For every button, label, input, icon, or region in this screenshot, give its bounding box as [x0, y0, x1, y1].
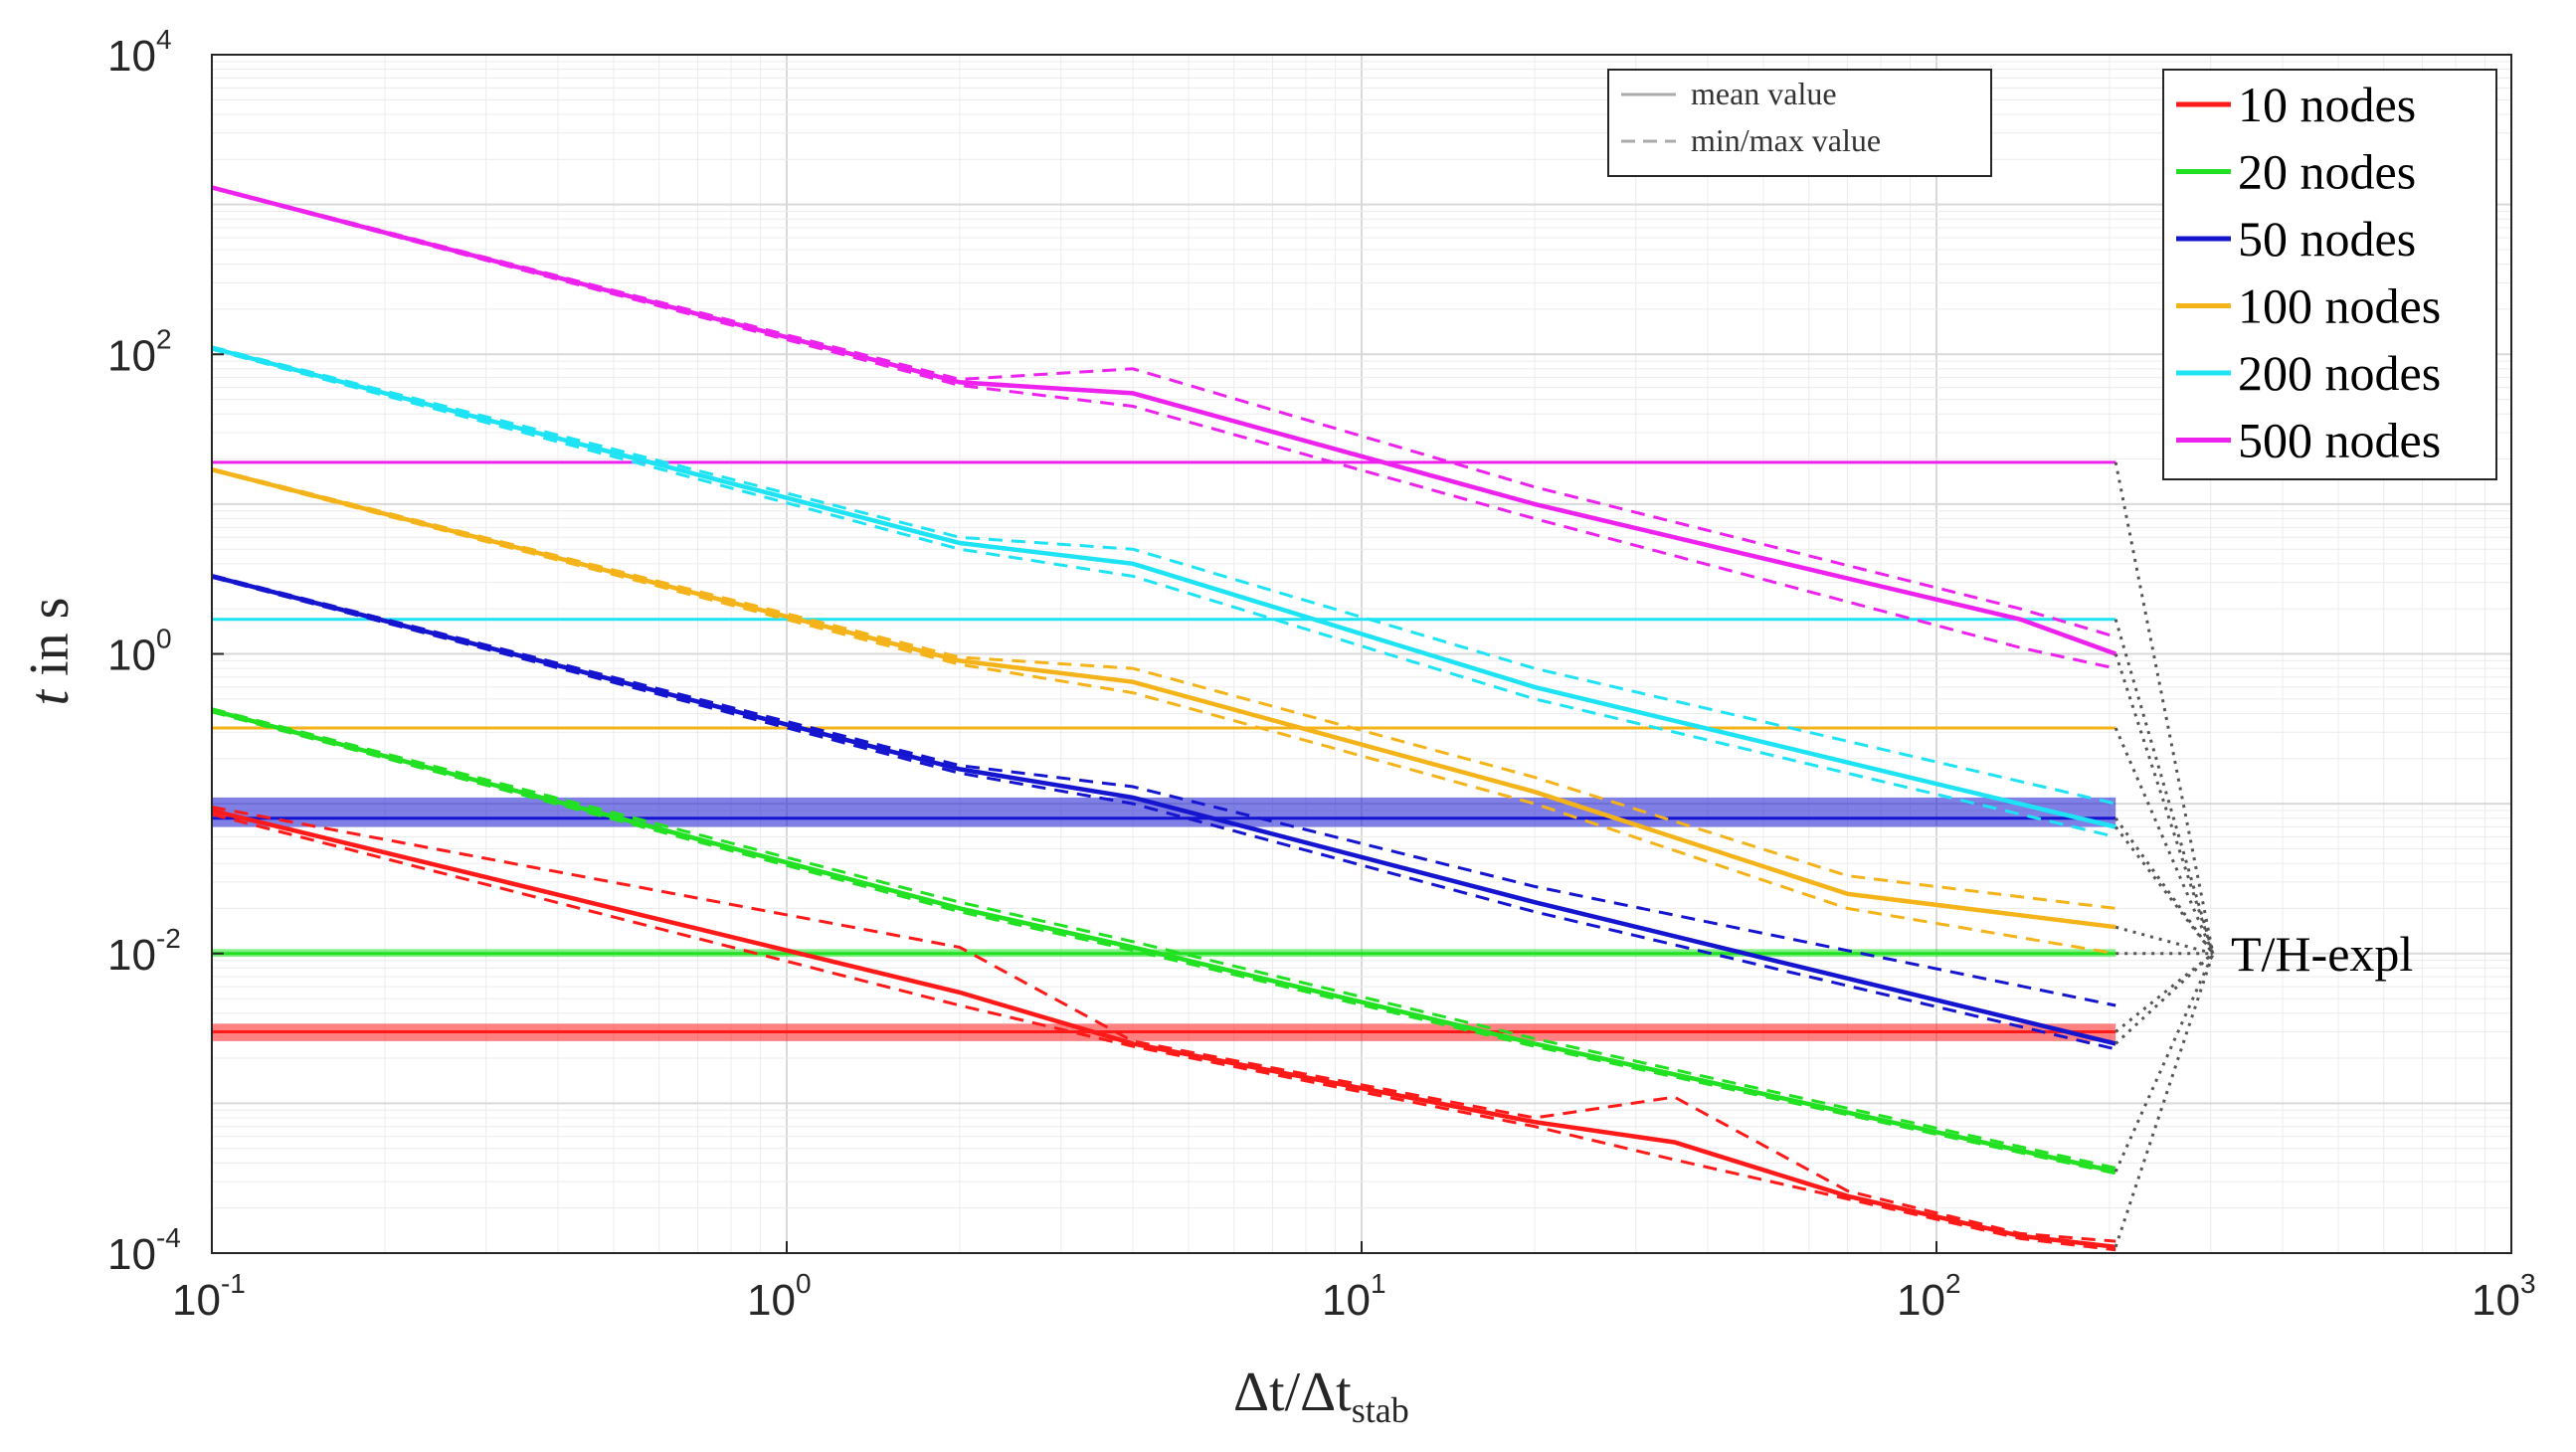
mean-line-10-nodes: [211, 808, 2116, 1250]
annotation-leader: [2114, 953, 2215, 1248]
min-line-10-nodes: [211, 813, 2116, 1252]
max-line-50-nodes: [211, 573, 2116, 1007]
x-tick-label: 101: [1322, 1268, 1386, 1325]
max-line-200-nodes: [211, 345, 2116, 806]
annotation-leader: [2114, 461, 2215, 955]
x-ticks: 10-1 100 101 102 103: [172, 1241, 2536, 1325]
mean-line-200-nodes: [211, 345, 2116, 829]
legend-label-50-nodes: 50 nodes: [2238, 211, 2416, 267]
legend-label-200-nodes: 200 nodes: [2238, 345, 2441, 401]
y-ticks: 10-4 10-2 100 102 104: [107, 24, 224, 1279]
grid: [211, 55, 2511, 1254]
mean-line-100-nodes: [211, 467, 2116, 930]
legend-label-500-nodes: 500 nodes: [2238, 413, 2441, 468]
legend-label-100-nodes: 100 nodes: [2238, 278, 2441, 334]
max-line-500-nodes: [211, 185, 2116, 638]
band-50-nodes: [212, 797, 2116, 827]
min-line-200-nodes: [211, 347, 2116, 838]
series-legend: 10 nodes 20 nodes 50 nodes 100 nodes 200 nod…: [2162, 69, 2497, 480]
annotation-leader: [2114, 653, 2215, 955]
y-tick-label: 100: [107, 624, 172, 680]
max-line-100-nodes: [211, 466, 2116, 910]
max-line-10-nodes: [211, 806, 2116, 1243]
annotation-label: T/H-expl: [2231, 926, 2413, 982]
legend-label-10-nodes: 10 nodes: [2238, 77, 2416, 132]
mean-line-20-nodes: [211, 708, 2116, 1175]
min-line-20-nodes: [211, 710, 2116, 1176]
series-legend-box: [2162, 69, 2497, 480]
mean-group: [211, 185, 2116, 1250]
mean-line-50-nodes: [211, 574, 2116, 1046]
minmax-group: [211, 185, 2116, 1252]
x-tick-label: 102: [1897, 1268, 1961, 1325]
annotation-leader: [2114, 817, 2215, 955]
y-tick-label: 10-2: [107, 923, 181, 980]
legend-label-20-nodes: 20 nodes: [2238, 144, 2416, 200]
style-legend-box: [1607, 69, 1992, 177]
annotation-leader: [2114, 953, 2215, 1173]
x-tick-label: 100: [747, 1268, 812, 1325]
style-legend-label-mean: mean value: [1691, 76, 1837, 111]
hline-group: [212, 460, 2116, 1034]
y-axis-label: t in s: [19, 598, 81, 706]
min-line-100-nodes: [211, 468, 2116, 956]
annotation-leader: [2115, 952, 2214, 1033]
y-tick-label: 104: [107, 24, 172, 81]
style-legend: mean value min/max value: [1607, 69, 1992, 177]
mean-line-500-nodes: [211, 185, 2116, 656]
annotation-group: T/H-expl: [2114, 461, 2413, 1248]
min-line-500-nodes: [211, 186, 2116, 670]
style-legend-label-minmax: min/max value: [1691, 122, 1881, 158]
x-tick-label: 10-1: [172, 1268, 246, 1325]
min-line-50-nodes: [211, 575, 2116, 1051]
y-tick-label: 102: [107, 323, 172, 380]
max-line-20-nodes: [211, 707, 2116, 1170]
x-tick-label: 103: [2472, 1268, 2536, 1325]
x-axis-label: Δt/Δtstab: [1233, 1361, 1409, 1430]
y-tick-label: 10-4: [107, 1222, 181, 1279]
